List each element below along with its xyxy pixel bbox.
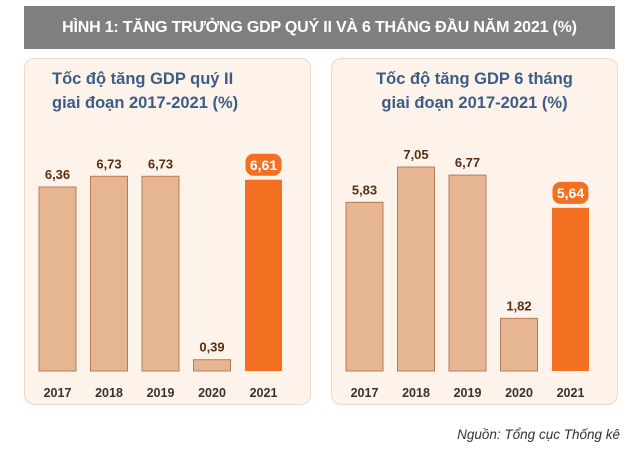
figure-title: HÌNH 1: TĂNG TRƯỞNG GDP QUÝ II VÀ 6 THÁN… <box>62 18 577 36</box>
value-label-2021: 6,61 <box>250 157 277 173</box>
bar-2021 <box>245 179 282 371</box>
x-tick-label-2021: 2021 <box>250 386 278 400</box>
bar-2020 <box>500 317 538 372</box>
value-label-2018: 7,05 <box>403 147 428 162</box>
value-badge-2021 <box>245 153 282 176</box>
chart-title-line-1: Tốc độ tăng GDP 6 tháng <box>376 70 573 88</box>
value-label-2020: 1,82 <box>506 298 531 313</box>
x-tick-label-2019: 2019 <box>454 386 482 400</box>
value-label-2017: 6,36 <box>45 167 70 182</box>
chart-title-line-2: giai đoạn 2017-2021 (%) <box>381 94 568 112</box>
source-note: Nguồn: Tổng cục Thống kê <box>457 427 620 442</box>
x-tick-label-2020: 2020 <box>198 386 226 400</box>
x-tick-label-2019: 2019 <box>147 386 175 400</box>
value-label-2017: 5,83 <box>352 182 377 197</box>
value-label-2019: 6,73 <box>148 156 173 171</box>
chart-title-quarter-2: Tốc độ tăng GDP quý II giai đoạn 2017-20… <box>25 67 310 115</box>
chart-title-six-months: Tốc độ tăng GDP 6 tháng giai đoạn 2017-2… <box>332 67 617 115</box>
bar-2020 <box>193 359 231 372</box>
value-label-2020: 0,39 <box>199 340 224 355</box>
value-label-2021: 5,64 <box>557 185 584 201</box>
figure-title-banner: HÌNH 1: TĂNG TRƯỞNG GDP QUÝ II VÀ 6 THÁN… <box>24 6 615 49</box>
chart-panel-quarter-2: Tốc độ tăng GDP quý II giai đoạn 2017-20… <box>24 58 311 405</box>
bar-2018 <box>397 166 435 372</box>
bar-2017 <box>345 201 384 372</box>
x-tick-label-2018: 2018 <box>402 386 430 400</box>
x-tick-label-2021: 2021 <box>557 386 585 400</box>
bar-2021 <box>552 207 589 371</box>
bar-2019 <box>448 174 487 372</box>
bar-2019 <box>141 175 180 372</box>
bar-chart-six-months: 5,83 2017 7,05 2018 6,77 2019 1,82 2020 5,64 2021 <box>345 147 589 400</box>
value-label-2019: 6,77 <box>455 155 480 170</box>
x-tick-label-2017: 2017 <box>44 386 72 400</box>
x-tick-label-2020: 2020 <box>505 386 533 400</box>
chart-title-line-1: Tốc độ tăng GDP quý II <box>52 70 234 88</box>
bar-2017 <box>38 186 77 372</box>
value-badge-2021 <box>552 181 589 204</box>
bar-chart-quarter-2: 6,36 2017 6,73 2018 6,73 2019 0,39 2020 6,61 2021 <box>38 153 282 400</box>
chart-title-line-2: giai đoạn 2017-2021 (%) <box>52 94 239 112</box>
chart-panel-six-months: Tốc độ tăng GDP 6 tháng giai đoạn 2017-2… <box>331 58 618 405</box>
value-label-2018: 6,73 <box>96 156 121 171</box>
x-tick-label-2018: 2018 <box>95 386 123 400</box>
bar-2018 <box>90 175 128 372</box>
x-tick-label-2017: 2017 <box>351 386 379 400</box>
